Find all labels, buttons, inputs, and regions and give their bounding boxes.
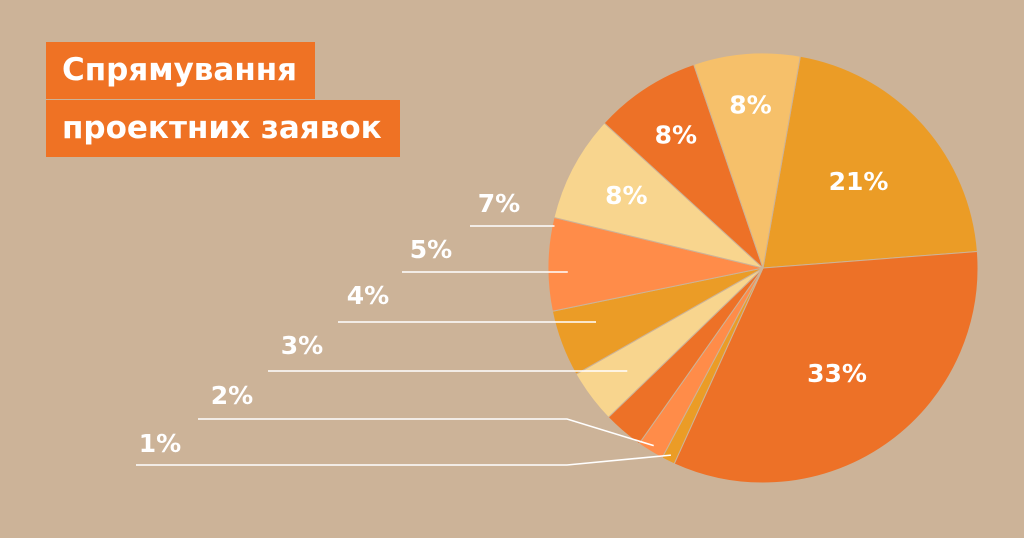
slice-label-7: 5% bbox=[410, 235, 452, 264]
pie-slice-9 bbox=[553, 122, 764, 269]
slice-label-5: 3% bbox=[281, 331, 323, 360]
slice-label-10: 8% bbox=[655, 120, 697, 149]
slice-label-3: 1% bbox=[139, 429, 181, 458]
chart-title-line-2: проектних заявок bbox=[46, 100, 400, 157]
chart-title-line-1: Спрямування bbox=[46, 42, 316, 99]
slice-label-2: 33% bbox=[807, 359, 867, 388]
leader-line-4 bbox=[198, 418, 654, 447]
slice-label-9: 8% bbox=[605, 181, 647, 210]
slice-label-11: 8% bbox=[729, 91, 771, 120]
pie-slice-11 bbox=[693, 52, 801, 269]
slice-label-1: 21% bbox=[829, 167, 889, 196]
slice-label-4: 2% bbox=[211, 381, 253, 410]
pie-slice-2 bbox=[673, 250, 979, 484]
leader-line-3 bbox=[136, 454, 671, 466]
slice-label-8: 7% bbox=[478, 189, 520, 218]
pie-slice-10 bbox=[603, 63, 764, 269]
pie-slice-1 bbox=[762, 55, 978, 269]
slice-label-6: 4% bbox=[347, 281, 389, 310]
